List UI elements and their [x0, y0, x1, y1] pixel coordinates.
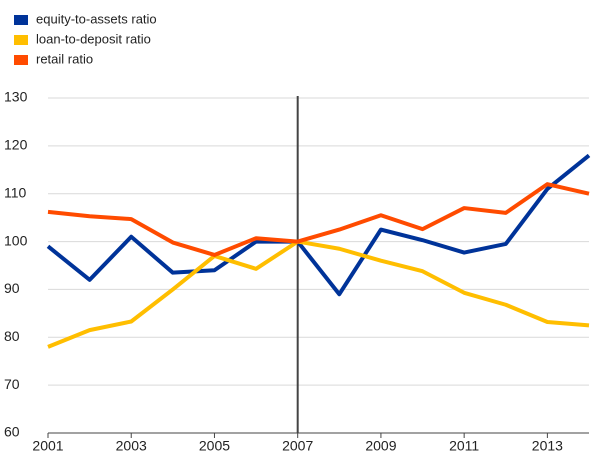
y-tick-label: 70 — [4, 376, 20, 392]
y-tick-label: 110 — [4, 184, 27, 200]
y-tick-label: 100 — [4, 232, 28, 248]
x-tick-label: 2005 — [199, 438, 230, 454]
x-tick-label: 2007 — [282, 438, 313, 454]
x-tick-label: 2011 — [449, 438, 479, 454]
y-tick-label: 60 — [4, 424, 20, 440]
x-tick-label: 2013 — [532, 438, 563, 454]
x-tick-label: 2003 — [116, 438, 147, 454]
y-tick-label: 120 — [4, 137, 28, 153]
y-tick-label: 90 — [4, 280, 20, 296]
legend-label: loan-to-deposit ratio — [36, 31, 151, 46]
legend-label: equity-to-assets ratio — [36, 11, 157, 26]
y-tick-label: 130 — [4, 89, 28, 105]
legend-swatch — [14, 15, 28, 25]
legend-swatch — [14, 35, 28, 45]
y-tick-label: 80 — [4, 328, 20, 344]
x-tick-label: 2009 — [365, 438, 396, 454]
line-series — [47, 182, 590, 257]
line-series — [46, 153, 591, 297]
legend-swatch — [14, 55, 28, 65]
x-tick-label: 2001 — [32, 438, 63, 454]
line-series — [47, 239, 590, 349]
legend-label: retail ratio — [36, 51, 93, 66]
